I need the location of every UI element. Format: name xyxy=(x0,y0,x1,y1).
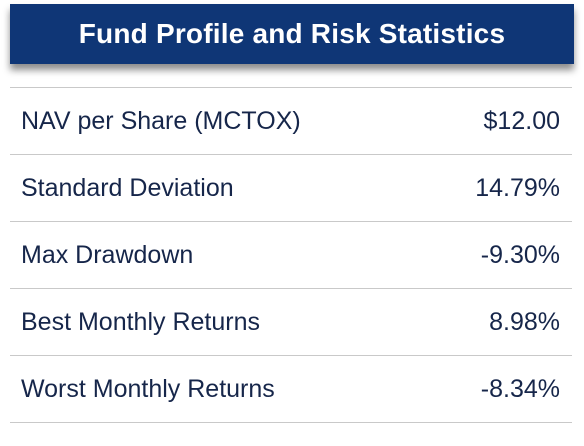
table-row-standard-deviation: Standard Deviation 14.79% xyxy=(10,155,572,222)
row-value: -8.34% xyxy=(480,374,560,403)
table-title: Fund Profile and Risk Statistics xyxy=(78,18,506,49)
table-header: Fund Profile and Risk Statistics xyxy=(10,4,574,64)
statistics-table: NAV per Share (MCTOX) $12.00 Standard De… xyxy=(10,87,572,423)
row-label: Best Monthly Returns xyxy=(21,307,260,336)
row-label: Worst Monthly Returns xyxy=(21,374,275,403)
row-label: NAV per Share (MCTOX) xyxy=(21,106,301,135)
row-value: 14.79% xyxy=(475,173,560,202)
row-value: 8.98% xyxy=(489,307,560,336)
table-row-max-drawdown: Max Drawdown -9.30% xyxy=(10,222,572,289)
row-label: Standard Deviation xyxy=(21,173,234,202)
row-value: -9.30% xyxy=(480,240,560,269)
table-row-best-monthly-returns: Best Monthly Returns 8.98% xyxy=(10,289,572,356)
table-row-nav: NAV per Share (MCTOX) $12.00 xyxy=(10,88,572,155)
table-row-worst-monthly-returns: Worst Monthly Returns -8.34% xyxy=(10,356,572,423)
row-value: $12.00 xyxy=(483,106,560,135)
row-label: Max Drawdown xyxy=(21,240,194,269)
